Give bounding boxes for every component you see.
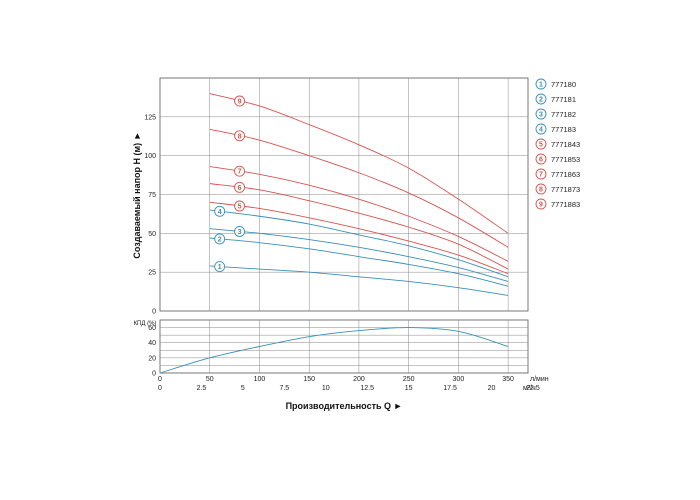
legend-label-777183: 777183 — [551, 125, 576, 134]
head-tick-125: 125 — [144, 114, 156, 121]
curve-markers: 1 2 3 4 5 6 7 8 9 — [214, 95, 246, 273]
flow-tick-m3h-10: 10 — [322, 385, 330, 392]
head-curve-7771883 — [209, 93, 509, 234]
curve-marker-8 — [234, 130, 246, 142]
curve-marker-label-7: 7 — [238, 169, 242, 176]
flow-tick-lmin-150: 150 — [303, 376, 315, 383]
legend-label-7771843: 7771843 — [551, 140, 580, 149]
head-curve-7771863 — [209, 166, 509, 262]
curve-marker-label-3: 3 — [238, 229, 242, 236]
legend-marker-label-2: 2 — [539, 97, 543, 104]
head-tick-75: 75 — [148, 192, 156, 199]
legend-marker-5 — [535, 138, 547, 150]
head-tick-50: 50 — [148, 231, 156, 238]
curve-marker-3 — [234, 226, 246, 237]
legend-marker-4 — [535, 123, 547, 135]
curve-marker-label-4: 4 — [218, 209, 222, 216]
legend-marker-label-7: 7 — [539, 172, 543, 179]
efficiency-axis-title: КПД (%) — [134, 321, 157, 327]
flow-tick-m3h-7.5: 7.5 — [279, 385, 289, 392]
head-curve-777181 — [209, 237, 509, 287]
flow-tick-m3h-22.5: 22.5 — [526, 385, 540, 392]
legend-marker-9 — [535, 198, 547, 210]
head-tick-25: 25 — [148, 270, 156, 277]
head-curve-777182 — [209, 228, 509, 282]
efficiency-curve — [159, 327, 509, 374]
curve-marker-6 — [234, 181, 246, 193]
flow-tick-m3h-0: 0 — [158, 385, 162, 392]
legend-label-7771873: 7771873 — [551, 185, 580, 194]
curve-marker-label-9: 9 — [238, 98, 242, 105]
legend-marker-1 — [535, 78, 547, 90]
legend-marker-label-4: 4 — [539, 127, 543, 134]
flow-tick-m3h-2.5: 2.5 — [197, 385, 207, 392]
head-axis-ticks: 0 25 50 75 100 125 — [144, 114, 156, 315]
legend-label-7771863: 7771863 — [551, 170, 580, 179]
flow-tick-lmin-0: 0 — [158, 376, 162, 383]
legend-marker-label-5: 5 — [539, 142, 543, 149]
legend-label-777181: 777181 — [551, 95, 576, 104]
curve-marker-label-2: 2 — [218, 236, 222, 243]
legend-marker-label-8: 8 — [539, 187, 543, 194]
legend-marker-label-1: 1 — [539, 82, 543, 89]
flow-tick-lmin-50: 50 — [206, 376, 214, 383]
efficiency-gridlines — [160, 320, 528, 373]
legend-label-777180: 777180 — [551, 80, 576, 89]
legend-marker-2 — [535, 93, 547, 105]
flow-tick-m3h-17.5: 17.5 — [443, 385, 457, 392]
legend-marker-8 — [535, 183, 547, 195]
legend-label-7771883: 7771883 — [551, 200, 580, 209]
legend-label-777182: 777182 — [551, 110, 576, 119]
eff-tick-0: 0 — [152, 371, 156, 378]
head-curve-7771853 — [209, 183, 509, 270]
curve-marker-9 — [234, 95, 246, 107]
efficiency-axis-ticks: 0 20 40 60 0 50 100 150 200 250 300 350 0 2.5 5 7.5 10 12… — [148, 325, 540, 392]
head-curve-777183 — [209, 209, 509, 278]
legend-marker-6 — [535, 153, 547, 165]
flow-tick-lmin-300: 300 — [453, 376, 465, 383]
flow-tick-lmin-250: 250 — [403, 376, 415, 383]
head-tick-0: 0 — [152, 309, 156, 316]
efficiency-curve-line — [159, 327, 509, 374]
flow-unit-lmin: л/мин — [530, 376, 549, 383]
curve-marker-1 — [214, 261, 226, 273]
flow-tick-m3h-5: 5 — [241, 385, 245, 392]
flow-tick-lmin-100: 100 — [254, 376, 266, 383]
eff-tick-40: 40 — [148, 340, 156, 347]
legend-marker-label-9: 9 — [539, 202, 543, 209]
head-curve-7771873 — [209, 128, 509, 248]
head-curve-7771843 — [209, 201, 509, 275]
legend-marker-label-3: 3 — [539, 112, 543, 119]
flow-unit-m3h: м³/ч — [523, 385, 536, 392]
efficiency-plot-frame — [159, 319, 529, 374]
flow-tick-lmin-200: 200 — [353, 376, 365, 383]
flow-tick-lmin-350: 350 — [502, 376, 514, 383]
eff-tick-20: 20 — [148, 355, 156, 362]
flow-axis-title: Производительность Q ► — [286, 401, 403, 411]
flow-tick-m3h-20: 20 — [488, 385, 496, 392]
legend-marker-label-6: 6 — [539, 157, 543, 164]
eff-tick-60: 60 — [148, 325, 156, 332]
curve-marker-5 — [234, 200, 246, 212]
curve-marker-4 — [214, 205, 226, 217]
legend-label-7771853: 7771853 — [551, 155, 580, 164]
curve-marker-label-8: 8 — [238, 133, 242, 140]
curve-marker-label-1: 1 — [218, 264, 222, 271]
head-tick-100: 100 — [144, 153, 156, 160]
curve-marker-label-5: 5 — [238, 203, 242, 210]
legend-marker-7 — [535, 168, 547, 180]
flow-tick-m3h-15: 15 — [405, 385, 413, 392]
curve-marker-label-6: 6 — [238, 185, 242, 192]
legend-marker-3 — [535, 108, 547, 120]
head-curve-777180 — [209, 265, 509, 296]
head-axis-title: Создаваемый напор H (м) ► — [132, 131, 142, 258]
curve-marker-7 — [234, 165, 246, 177]
head-curves — [209, 93, 509, 296]
flow-tick-m3h-12.5: 12.5 — [360, 385, 374, 392]
curve-marker-2 — [214, 233, 226, 245]
